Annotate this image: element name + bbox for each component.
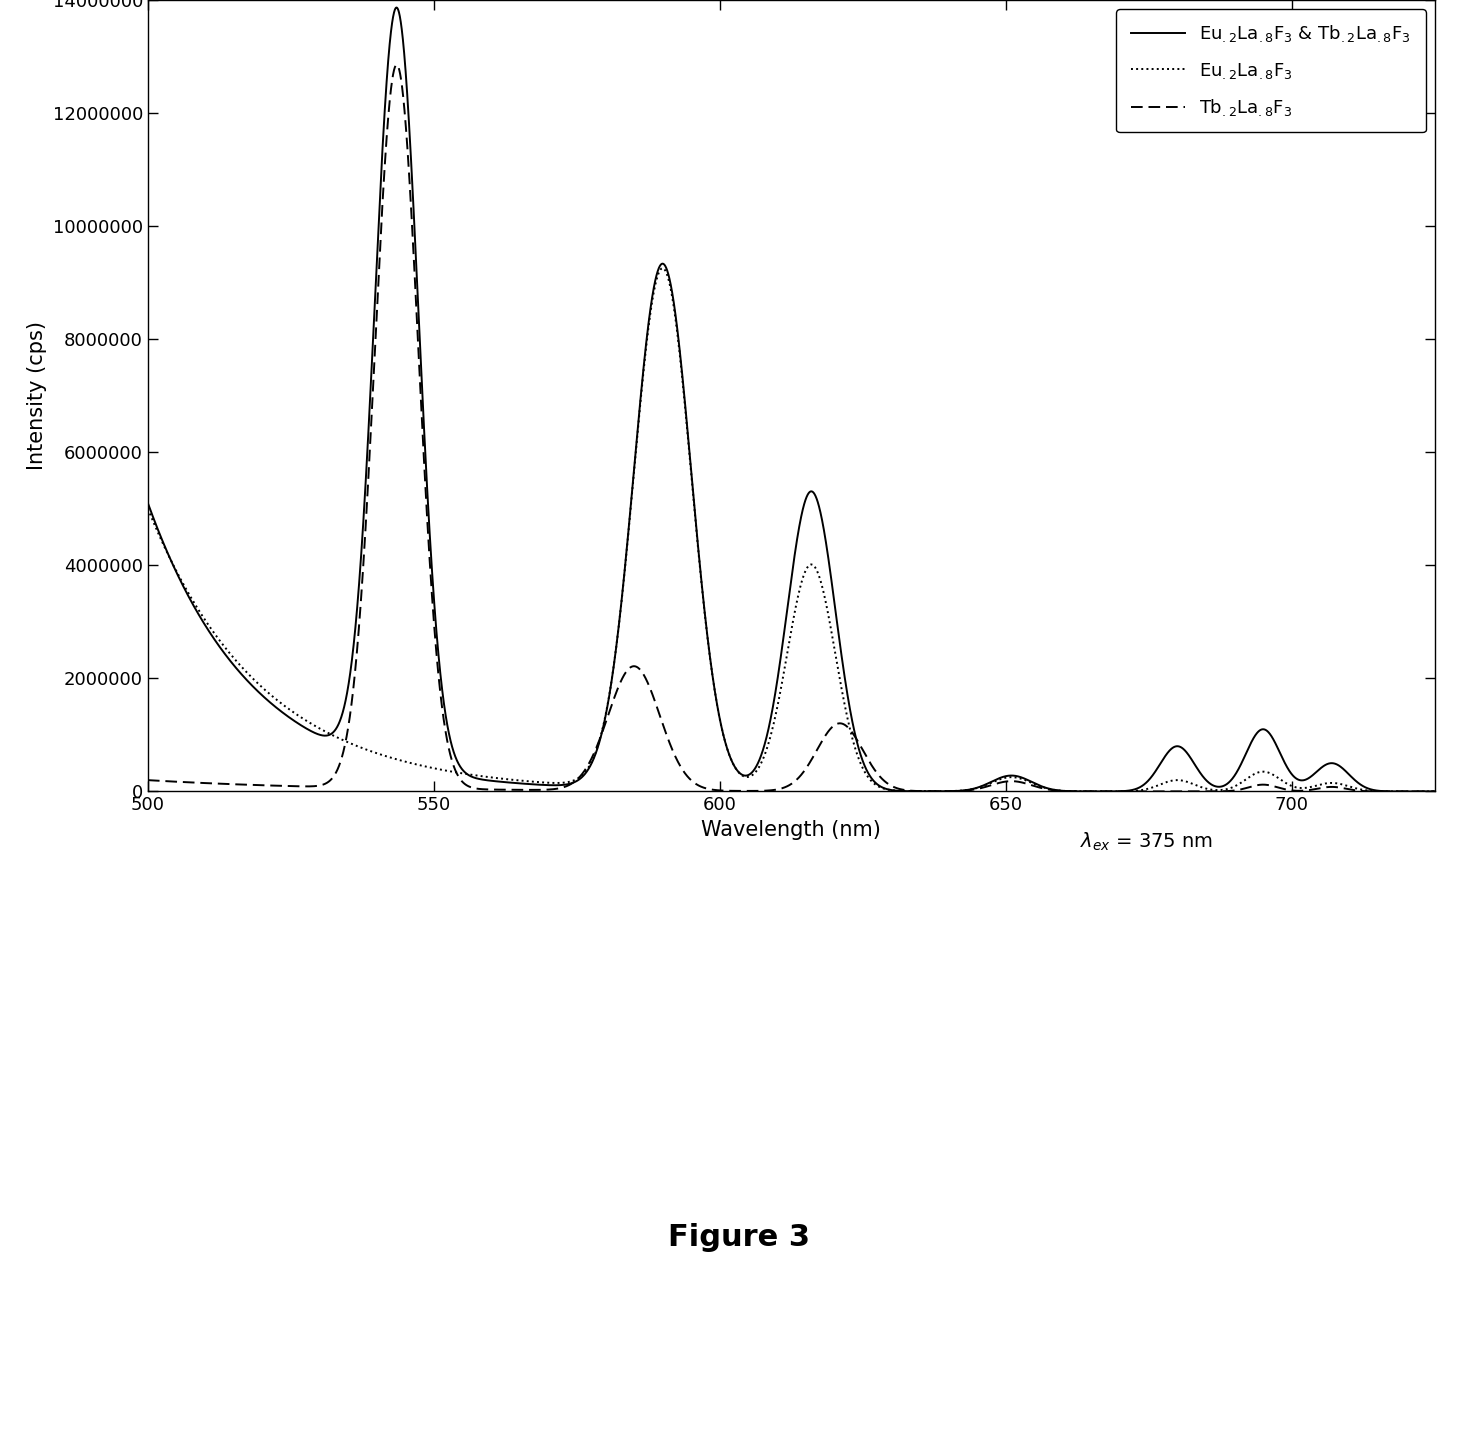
Text: Figure 3: Figure 3 (669, 1223, 810, 1252)
X-axis label: Wavelength (nm): Wavelength (nm) (701, 820, 881, 840)
Eu$_{.2}$La$_{.8}$F$_3$ & Tb$_{.2}$La$_{.8}$F$_3$ (387, 0, 405, 16)
Tb$_{.2}$La$_{.8}$F$_3$ (605, 691, 623, 708)
Eu$_{.2}$La$_{.8}$F$_3$ & Tb$_{.2}$La$_{.8}$F$_3$ (605, 656, 623, 673)
Eu$_{.2}$La$_{.8}$F$_3$ (139, 501, 157, 518)
Tb$_{.2}$La$_{.8}$F$_3$ (1426, 783, 1444, 800)
Eu$_{.2}$La$_{.8}$F$_3$ (204, 622, 222, 639)
Eu$_{.2}$La$_{.8}$F$_3$ & Tb$_{.2}$La$_{.8}$F$_3$ (1162, 741, 1180, 758)
Eu$_{.2}$La$_{.8}$F$_3$ (1093, 783, 1111, 800)
Eu$_{.2}$La$_{.8}$F$_3$ (957, 781, 975, 799)
Tb$_{.2}$La$_{.8}$F$_3$ (901, 781, 918, 799)
Line: Tb$_{.2}$La$_{.8}$F$_3$: Tb$_{.2}$La$_{.8}$F$_3$ (148, 65, 1435, 791)
Y-axis label: Intensity (cps): Intensity (cps) (27, 321, 47, 471)
Eu$_{.2}$La$_{.8}$F$_3$ & Tb$_{.2}$La$_{.8}$F$_3$ (901, 783, 918, 800)
Eu$_{.2}$La$_{.8}$F$_3$ (1426, 783, 1444, 800)
Tb$_{.2}$La$_{.8}$F$_3$ (1162, 783, 1180, 800)
Tb$_{.2}$La$_{.8}$F$_3$ (204, 774, 222, 791)
Eu$_{.2}$La$_{.8}$F$_3$ (1162, 773, 1180, 790)
Tb$_{.2}$La$_{.8}$F$_3$ (387, 56, 405, 73)
Line: Eu$_{.2}$La$_{.8}$F$_3$ & Tb$_{.2}$La$_{.8}$F$_3$: Eu$_{.2}$La$_{.8}$F$_3$ & Tb$_{.2}$La$_{… (148, 7, 1435, 791)
Tb$_{.2}$La$_{.8}$F$_3$ (1093, 783, 1111, 800)
Tb$_{.2}$La$_{.8}$F$_3$ (139, 771, 157, 789)
Line: Eu$_{.2}$La$_{.8}$F$_3$: Eu$_{.2}$La$_{.8}$F$_3$ (148, 268, 1435, 791)
Legend: Eu$_{.2}$La$_{.8}$F$_3$ & Tb$_{.2}$La$_{.8}$F$_3$, Eu$_{.2}$La$_{.8}$F$_3$, Tb$_: Eu$_{.2}$La$_{.8}$F$_3$ & Tb$_{.2}$La$_{… (1117, 9, 1426, 132)
Eu$_{.2}$La$_{.8}$F$_3$ & Tb$_{.2}$La$_{.8}$F$_3$ (1093, 783, 1111, 800)
Eu$_{.2}$La$_{.8}$F$_3$ (901, 783, 918, 800)
Tb$_{.2}$La$_{.8}$F$_3$ (957, 781, 975, 799)
Eu$_{.2}$La$_{.8}$F$_3$ & Tb$_{.2}$La$_{.8}$F$_3$ (139, 495, 157, 512)
Eu$_{.2}$La$_{.8}$F$_3$ (605, 658, 623, 675)
Eu$_{.2}$La$_{.8}$F$_3$ (654, 259, 671, 276)
Eu$_{.2}$La$_{.8}$F$_3$ & Tb$_{.2}$La$_{.8}$F$_3$ (1426, 783, 1444, 800)
Eu$_{.2}$La$_{.8}$F$_3$ & Tb$_{.2}$La$_{.8}$F$_3$ (957, 781, 975, 799)
Eu$_{.2}$La$_{.8}$F$_3$ & Tb$_{.2}$La$_{.8}$F$_3$ (204, 627, 222, 645)
Text: $\lambda_{ex}$ = 375 nm: $\lambda_{ex}$ = 375 nm (1080, 830, 1213, 853)
